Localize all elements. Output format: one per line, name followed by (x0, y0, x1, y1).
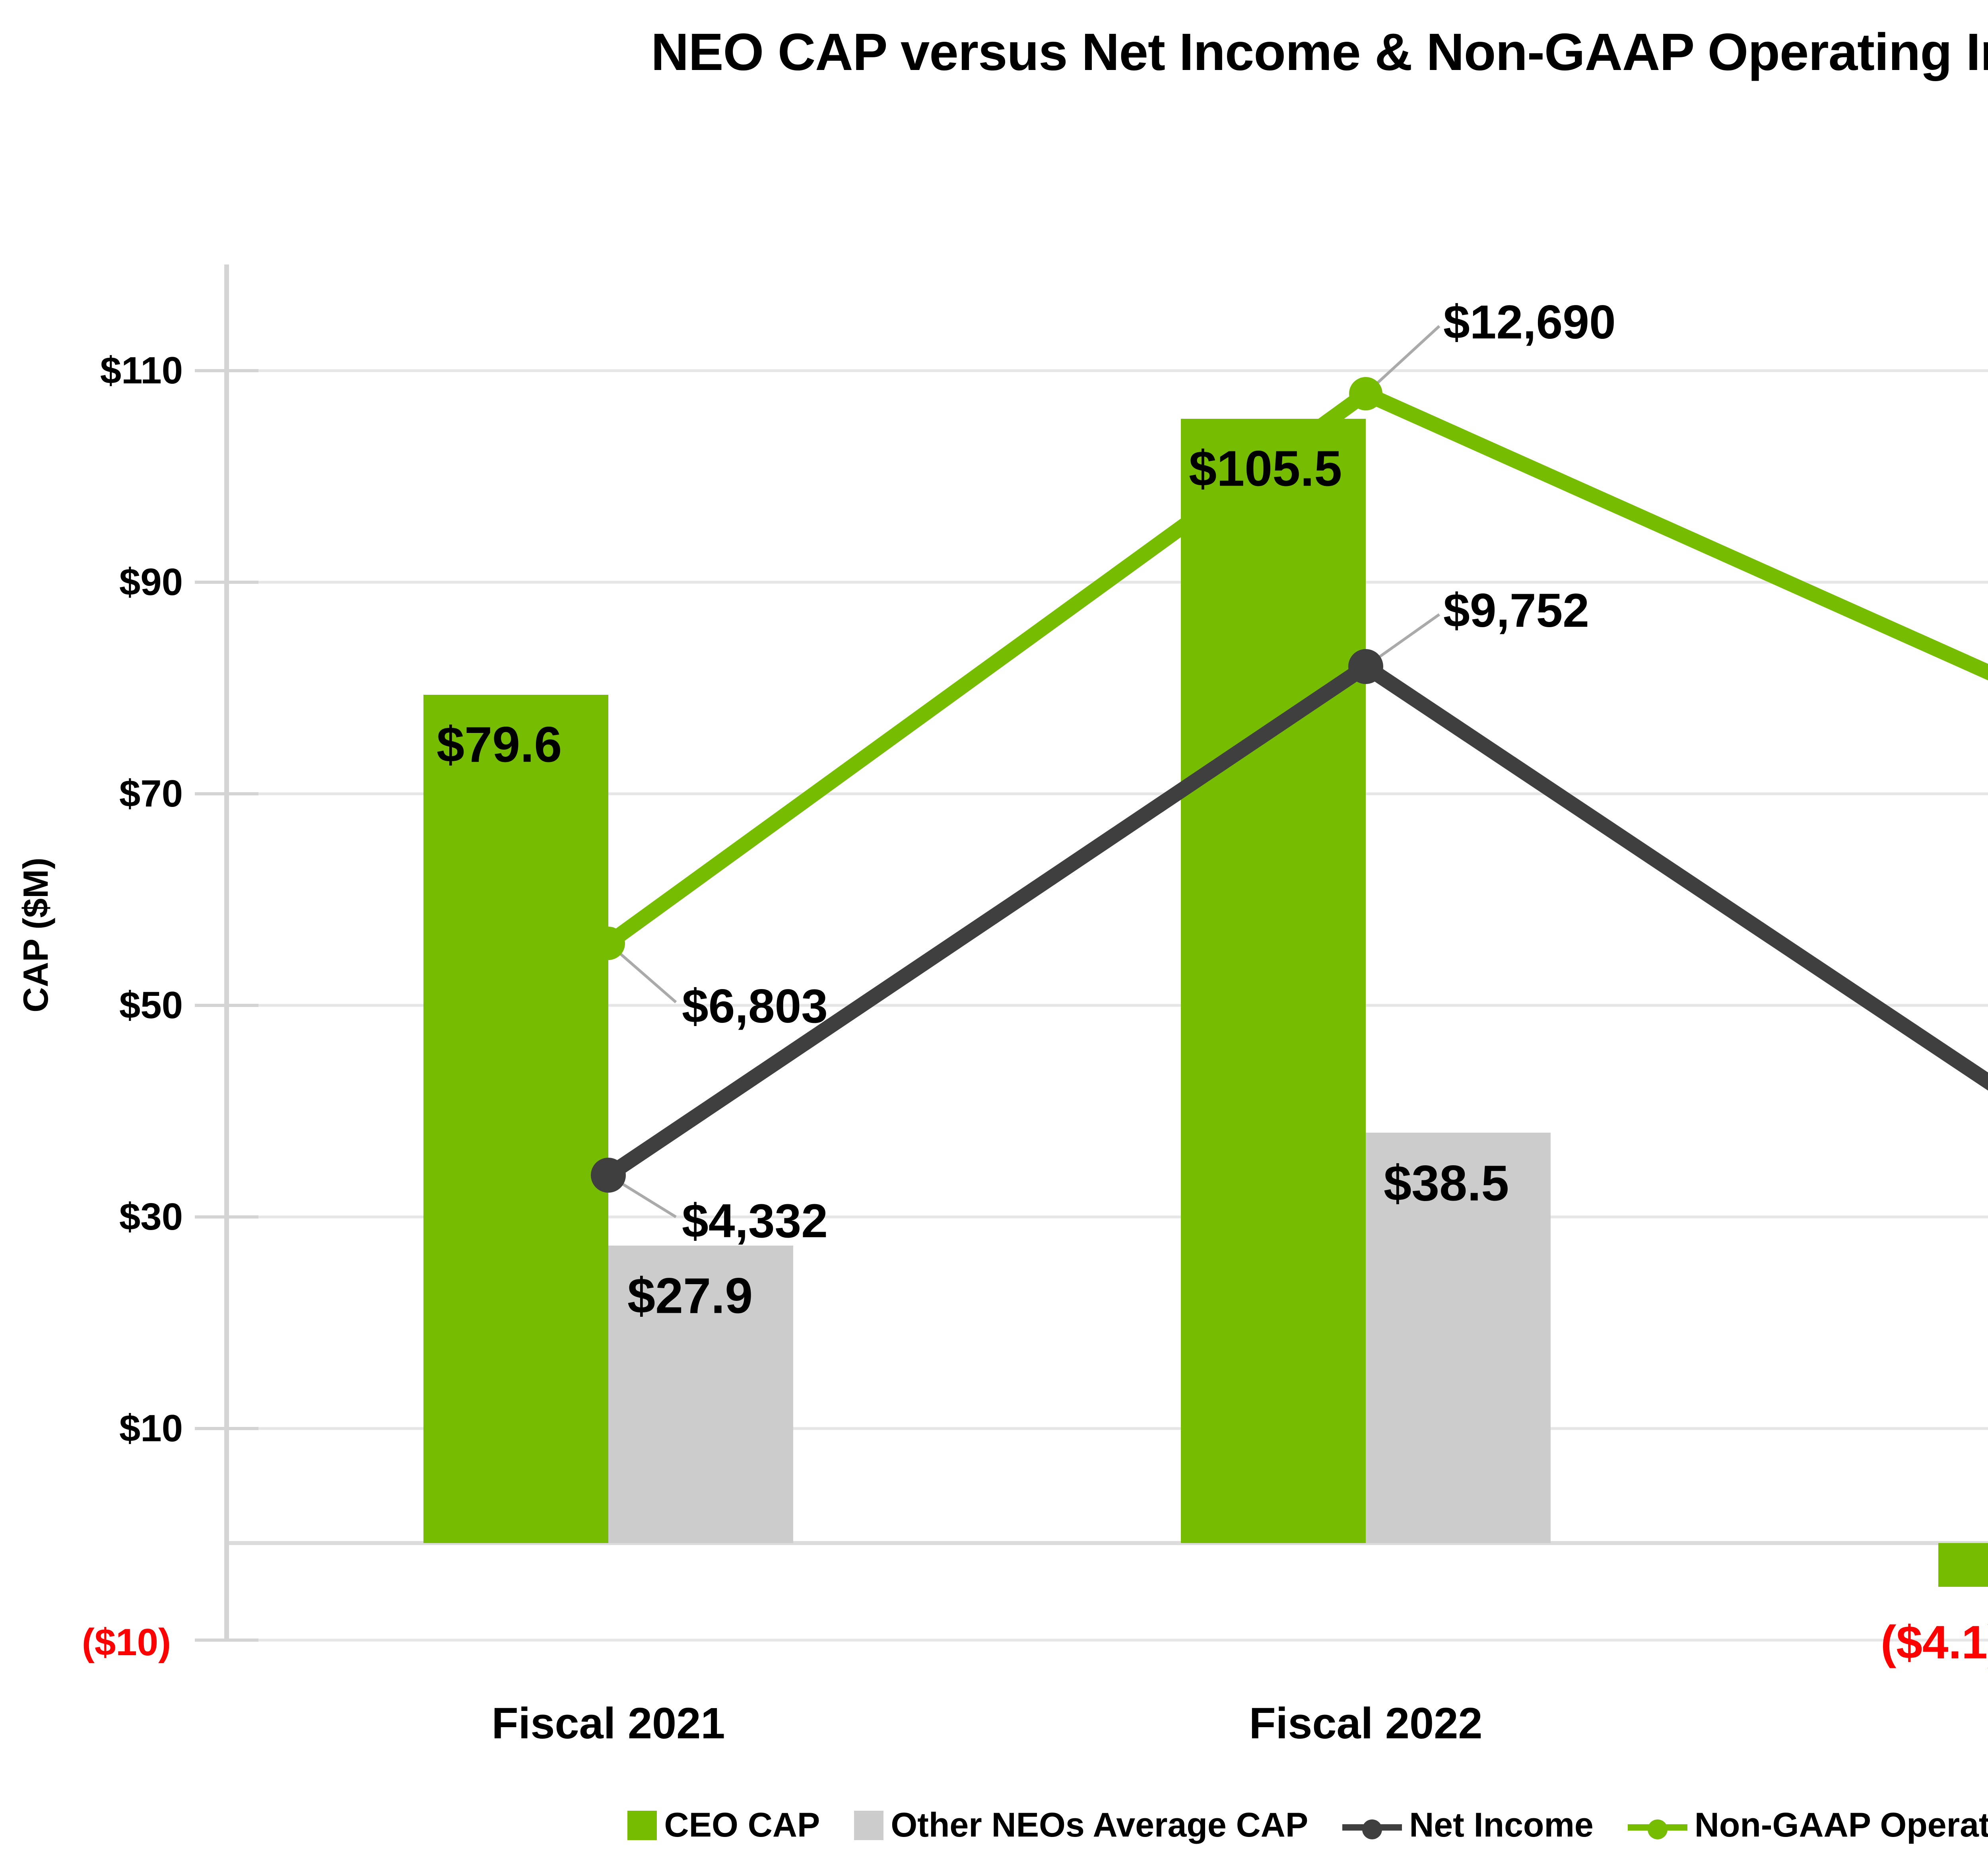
category-label-fiscal-2022: Fiscal 2022 (1249, 1699, 1483, 1748)
category-label-fiscal-2023: Fiscal 2023 (1905, 1698, 1988, 1749)
marker-net-income-2022[interactable] (1348, 649, 1383, 684)
legend-label-net-income: Net Income (1409, 1806, 1594, 1844)
markers-net-income[interactable] (591, 649, 1988, 1193)
marker-net-income-2021[interactable] (591, 1158, 626, 1193)
legend-swatch-green-icon (627, 1810, 657, 1840)
y-tick-left-110: $110 (100, 349, 183, 392)
data-label-net-income-2021: $4,332 (682, 1194, 828, 1248)
data-label-nongaap-2021: $6,803 (682, 980, 828, 1033)
left-axis-title: CAP ($M) (16, 857, 55, 1013)
markers-nongaap[interactable] (592, 377, 1988, 960)
bar-ceo-cap-2023[interactable] (1938, 1543, 1988, 1587)
legend-item-net-income[interactable]: Net Income (1342, 1806, 1594, 1845)
legend-line-marker-green-icon (1627, 1819, 1687, 1839)
y-tick-left-neg10: ($10) (82, 1621, 171, 1664)
data-label-ceo-cap-2023: ($4.1) (1881, 1616, 1988, 1669)
category-label-fiscal-2021: Fiscal 2021 (491, 1699, 725, 1748)
legend-swatch-gray-icon (854, 1810, 884, 1840)
bar-neo-cap-2021[interactable] (608, 1246, 793, 1543)
bar-neo-cap-2022[interactable] (1366, 1133, 1551, 1543)
legend-label-non-gaap-operating-income: Non-GAAP Operating Income (1694, 1806, 1988, 1844)
data-label-nongaap-2022: $12,690 (1443, 295, 1616, 349)
legend-item-non-gaap-operating-income[interactable]: Non-GAAP Operating Income (1627, 1806, 1988, 1845)
legend-label-ceo-cap: CEO CAP (664, 1806, 820, 1844)
legend-label-other-neos-average-cap: Other NEOs Average CAP (891, 1806, 1309, 1844)
y-tick-left-10: $10 (119, 1407, 183, 1450)
y-tick-left-70: $70 (119, 772, 183, 815)
bar-ceo-cap-2022[interactable] (1181, 419, 1366, 1543)
legend-item-ceo-cap[interactable]: CEO CAP (627, 1806, 820, 1845)
bar-ceo-cap-2021[interactable] (423, 695, 608, 1543)
legend-item-other-neos-average-cap[interactable]: Other NEOs Average CAP (854, 1806, 1308, 1845)
data-label-net-income-2022: $9,752 (1443, 584, 1590, 637)
marker-nongaap-2022[interactable] (1349, 377, 1382, 410)
data-label-ceo-cap-2021: $79.6 (437, 716, 562, 773)
data-label-ceo-cap-2022: $105.5 (1189, 440, 1342, 497)
left-axis-ticks (195, 369, 258, 1642)
chart-title: NEO CAP versus Net Income & Non-GAAP Ope… (651, 23, 1988, 81)
y-tick-left-30: $30 (119, 1195, 183, 1238)
data-label-neo-cap-2022: $38.5 (1384, 1155, 1509, 1211)
chart-legend: CEO CAP Other NEOs Average CAP Net Incom… (0, 1806, 1988, 1845)
y-tick-left-50: $50 (119, 984, 183, 1026)
legend-line-marker-dark-icon (1342, 1819, 1402, 1839)
y-tick-left-90: $90 (119, 561, 183, 603)
marker-nongaap-2021[interactable] (592, 927, 625, 960)
data-label-neo-cap-2021: $27.9 (627, 1267, 753, 1324)
